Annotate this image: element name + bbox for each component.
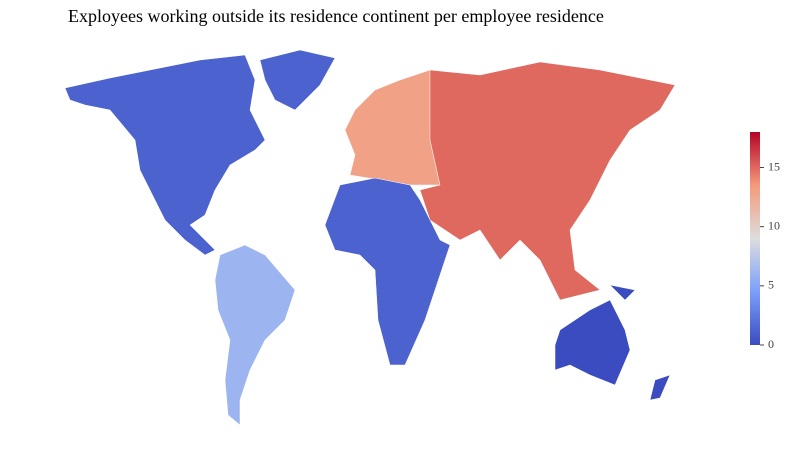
- region: Oceania: [554, 284, 671, 401]
- colorbar-tick-label: 5: [768, 278, 774, 292]
- region: South America: [214, 244, 296, 426]
- colorbar-tick-label: 15: [768, 159, 780, 173]
- colorbar-tick-label: 10: [768, 218, 780, 232]
- region: Africa: [324, 177, 451, 366]
- chart-title: Exployees working outside its residence …: [68, 6, 604, 26]
- colorbar: [750, 132, 760, 345]
- region: North America: [64, 49, 336, 256]
- colorbar-tick-label: 0: [768, 337, 774, 351]
- region: Asia: [419, 61, 676, 301]
- region: Europe: [344, 69, 441, 186]
